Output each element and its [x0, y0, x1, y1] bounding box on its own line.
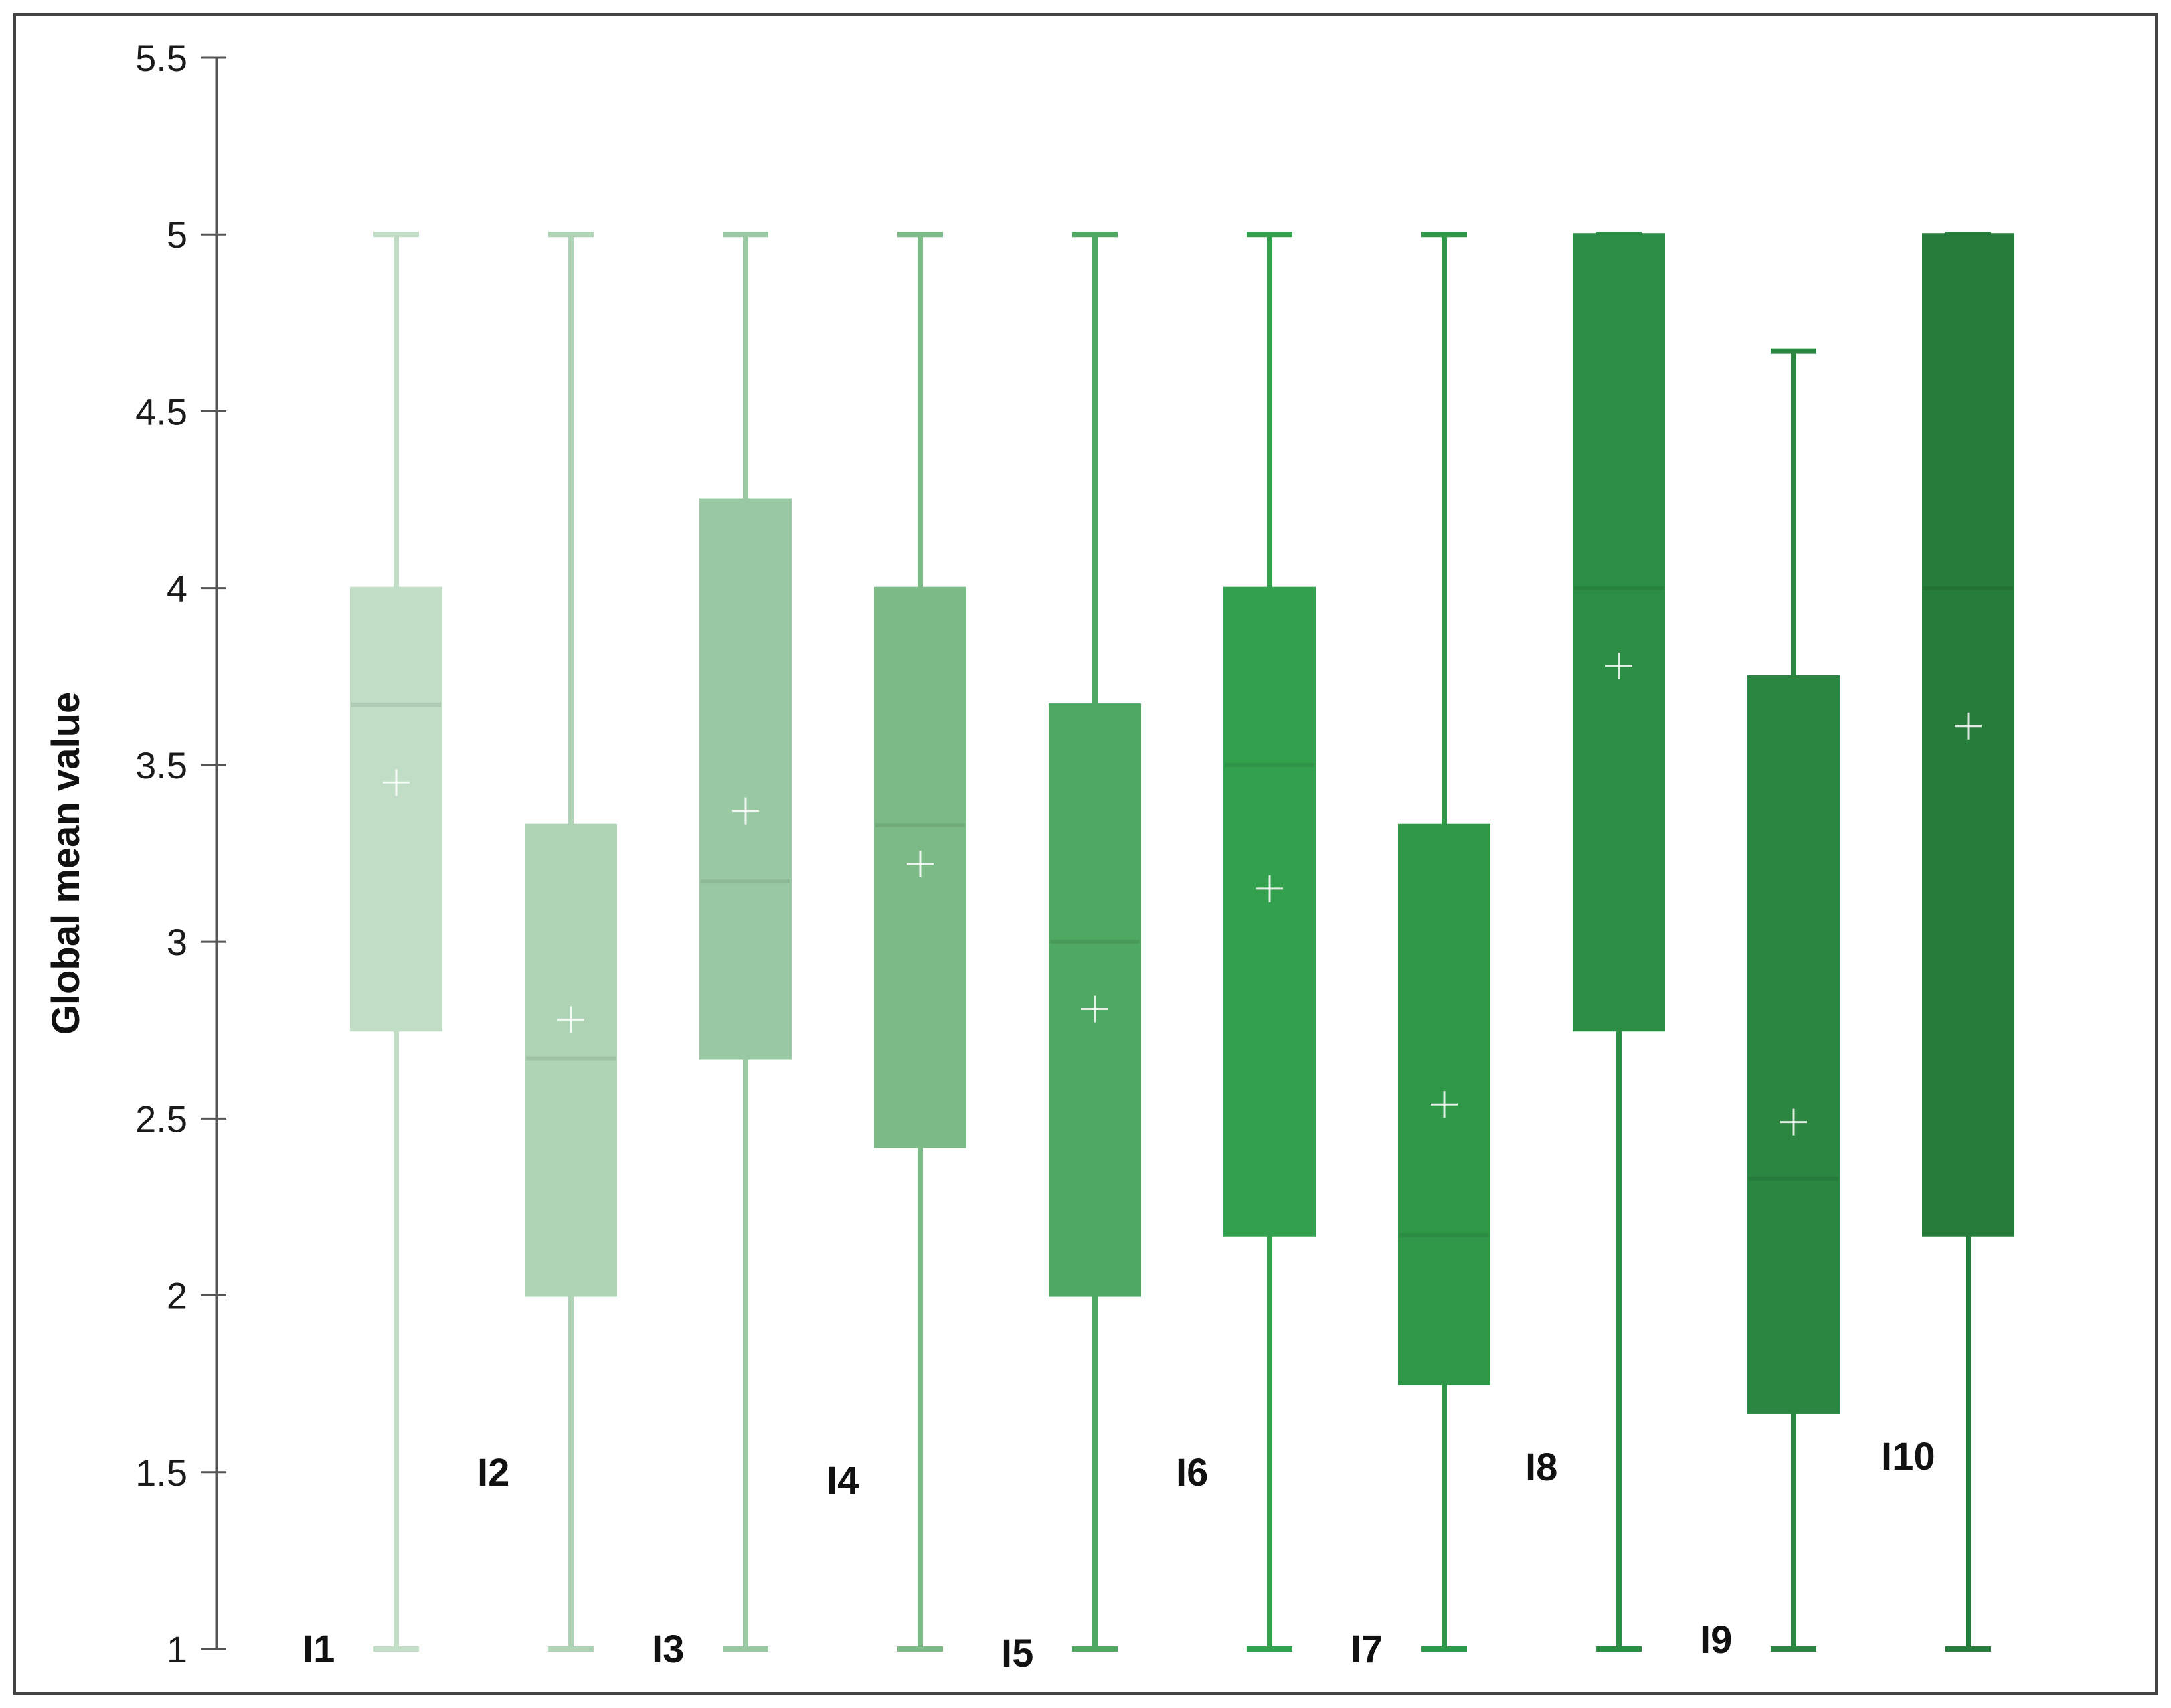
- box-iqr: [699, 498, 792, 1060]
- category-label: I7: [1351, 1628, 1383, 1671]
- category-label: I2: [477, 1451, 509, 1494]
- category-label: I10: [1881, 1435, 1935, 1478]
- category-label: I1: [302, 1628, 335, 1671]
- box-iqr: [350, 586, 442, 1032]
- box-iqr: [1223, 586, 1316, 1237]
- y-tick-label: 4.5: [135, 390, 187, 432]
- category-label: I5: [1001, 1632, 1033, 1675]
- y-tick-label: 4: [167, 568, 187, 610]
- y-tick-label: 3: [167, 921, 187, 963]
- category-label: I6: [1176, 1451, 1208, 1494]
- category-label: I9: [1700, 1618, 1732, 1662]
- box-iqr: [1922, 233, 2014, 1237]
- category-label: I3: [652, 1628, 684, 1671]
- y-tick-label: 2: [167, 1275, 187, 1317]
- y-tick-label: 1.5: [135, 1452, 187, 1494]
- y-tick-label: 5: [167, 214, 187, 256]
- category-label: I4: [827, 1459, 859, 1503]
- box-iqr: [1747, 675, 1840, 1414]
- y-axis-title: Global mean value: [44, 692, 88, 1035]
- category-label: I8: [1525, 1446, 1557, 1489]
- y-tick-label: 3.5: [135, 744, 187, 786]
- box-iqr: [1573, 233, 1665, 1032]
- y-axis: 1 1.5 2 2.5 3 3.5 4 4.5 5 5.5: [135, 37, 226, 1671]
- y-tick-label: 5.5: [135, 37, 187, 79]
- y-tick-label: 2.5: [135, 1098, 187, 1140]
- y-tick-label: 1: [167, 1628, 187, 1671]
- box-series-group: [350, 232, 2014, 1652]
- category-labels: I1 I2 I3 I4 I5 I6 I7 I8 I9 I10: [302, 1435, 1935, 1675]
